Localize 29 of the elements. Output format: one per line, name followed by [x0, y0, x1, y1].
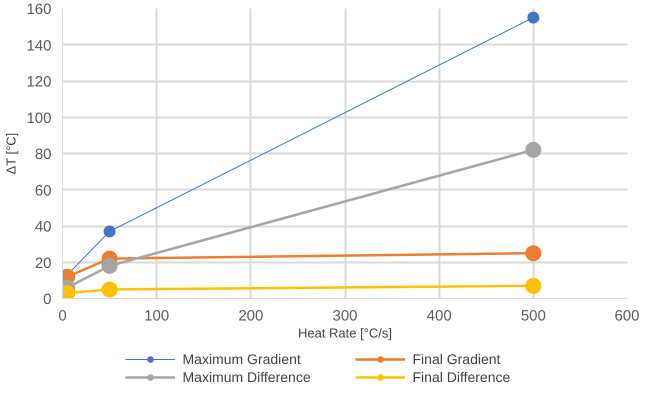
y-tick-label: 100 — [26, 110, 52, 127]
point — [527, 12, 540, 24]
y-tick-label: 20 — [34, 254, 52, 272]
point — [102, 281, 118, 298]
x-tick-label: 600 — [614, 308, 640, 324]
x-tick-label: 400 — [426, 308, 452, 324]
y-tick-label: 60 — [34, 182, 52, 200]
point — [525, 245, 542, 262]
x-axis-title: Heat Rate [°C/s] — [298, 326, 392, 340]
x-tick-label: 0 — [58, 308, 67, 324]
y-tick-label: 0 — [43, 291, 52, 308]
y-tick-label: 80 — [34, 146, 52, 163]
point — [104, 225, 116, 238]
y-axis-title: ΔT [°C] — [3, 132, 18, 175]
y-tick-label: 140 — [26, 37, 52, 54]
x-tick-label: 300 — [332, 308, 358, 324]
point — [102, 258, 118, 274]
legend-label: Final Gradient — [412, 351, 502, 367]
point — [525, 142, 542, 158]
x-tick-label: 200 — [238, 308, 264, 324]
legend-label: Maximum Gradient — [182, 351, 302, 367]
x-tick-label: 500 — [520, 308, 546, 324]
y-tick-label: 40 — [34, 218, 52, 236]
legend-label: Final Difference — [412, 369, 512, 385]
y-tick-label: 120 — [26, 74, 52, 90]
legend-label: Maximum Difference — [182, 369, 312, 385]
x-tick-label: 100 — [144, 308, 170, 324]
y-tick-label: 160 — [26, 1, 52, 18]
point — [525, 278, 542, 294]
